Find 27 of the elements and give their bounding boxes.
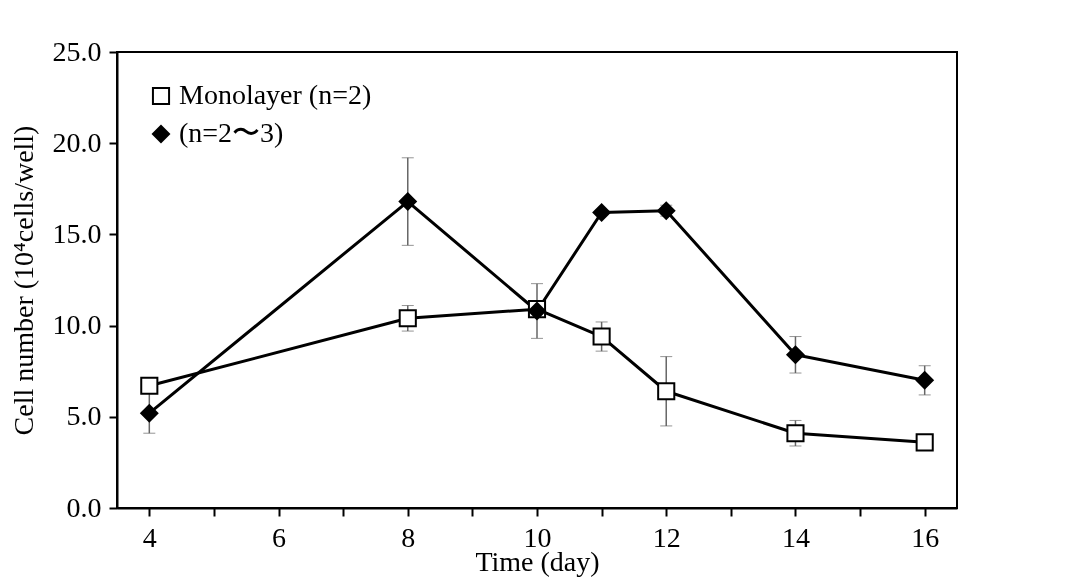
y-tick-label: 10.0 [52, 309, 102, 341]
y-tick-label: 15.0 [52, 217, 102, 249]
x-tick-label: 12 [652, 521, 681, 553]
x-tick-label: 16 [911, 521, 940, 553]
point [786, 424, 805, 443]
x-tick-label: 8 [401, 521, 416, 553]
x-tick-label: 4 [142, 521, 157, 553]
y-tick-label: 25.0 [52, 35, 102, 67]
point [657, 382, 676, 401]
y-tick-label: 5.0 [66, 400, 102, 432]
point [398, 192, 417, 211]
point [140, 404, 159, 423]
point [786, 345, 805, 364]
point [915, 433, 934, 452]
y-tick-label: 20.0 [52, 126, 102, 158]
x-tick-label: 14 [781, 521, 810, 553]
point [592, 203, 611, 222]
point [592, 327, 611, 346]
legend-label: Monolayer (n=2) [179, 79, 372, 110]
point [140, 376, 159, 395]
y-axis-title: Cell number (10⁴cells/well) [7, 125, 39, 436]
point [398, 309, 417, 328]
x-tick-label: 6 [272, 521, 287, 553]
x-tick-label: 10 [523, 521, 552, 553]
legend-label: (n=2〜3) [179, 117, 284, 148]
y-tick-label: 0.0 [66, 491, 102, 523]
point [915, 371, 934, 390]
